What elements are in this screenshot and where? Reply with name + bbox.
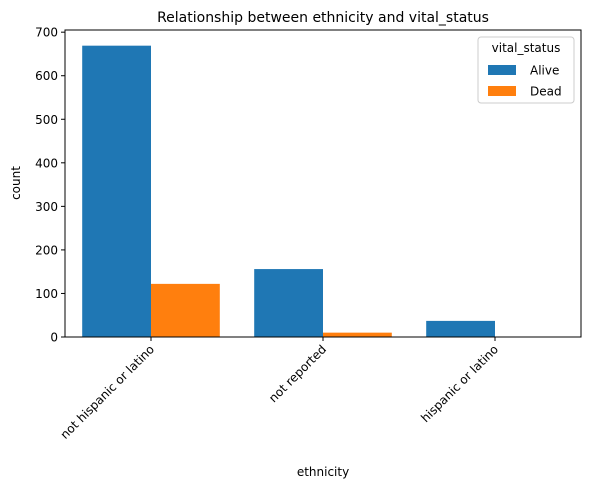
x-tick-label: not reported bbox=[266, 342, 329, 405]
chart-title: Relationship between ethnicity and vital… bbox=[157, 10, 489, 26]
y-tick-label: 200 bbox=[35, 243, 58, 257]
legend-label-alive: Alive bbox=[530, 64, 559, 78]
bar-dead-1 bbox=[323, 332, 392, 337]
plot-bars bbox=[82, 45, 564, 337]
bar-alive-2 bbox=[426, 320, 495, 337]
legend-swatch-alive bbox=[488, 65, 516, 75]
y-tick-label: 500 bbox=[35, 113, 58, 127]
bar-alive-1 bbox=[254, 269, 323, 337]
x-tick-label: not hispanic or latino bbox=[58, 342, 158, 442]
y-tick-label: 600 bbox=[35, 69, 58, 83]
x-axis: not hispanic or latino not reported hispan… bbox=[58, 337, 501, 442]
bar-dead-0 bbox=[151, 283, 220, 337]
y-tick-label: 100 bbox=[35, 287, 58, 301]
y-axis-label: count bbox=[9, 166, 23, 200]
y-tick-label: 400 bbox=[35, 156, 58, 170]
legend: vital_status Alive Dead bbox=[477, 36, 575, 104]
legend-title: vital_status bbox=[492, 41, 561, 55]
legend-label-dead: Dead bbox=[530, 85, 562, 99]
x-axis-label: ethnicity bbox=[297, 465, 349, 479]
y-axis: 0 100 200 300 400 500 600 700 bbox=[35, 26, 65, 345]
legend-swatch-dead bbox=[488, 86, 516, 96]
plot-frame bbox=[64, 29, 582, 338]
bar-alive-0 bbox=[82, 45, 151, 337]
y-tick-label: 300 bbox=[35, 200, 58, 214]
x-tick-label: hispanic or latino bbox=[418, 342, 501, 425]
y-tick-label: 700 bbox=[35, 26, 58, 40]
y-tick-label: 0 bbox=[50, 331, 58, 345]
